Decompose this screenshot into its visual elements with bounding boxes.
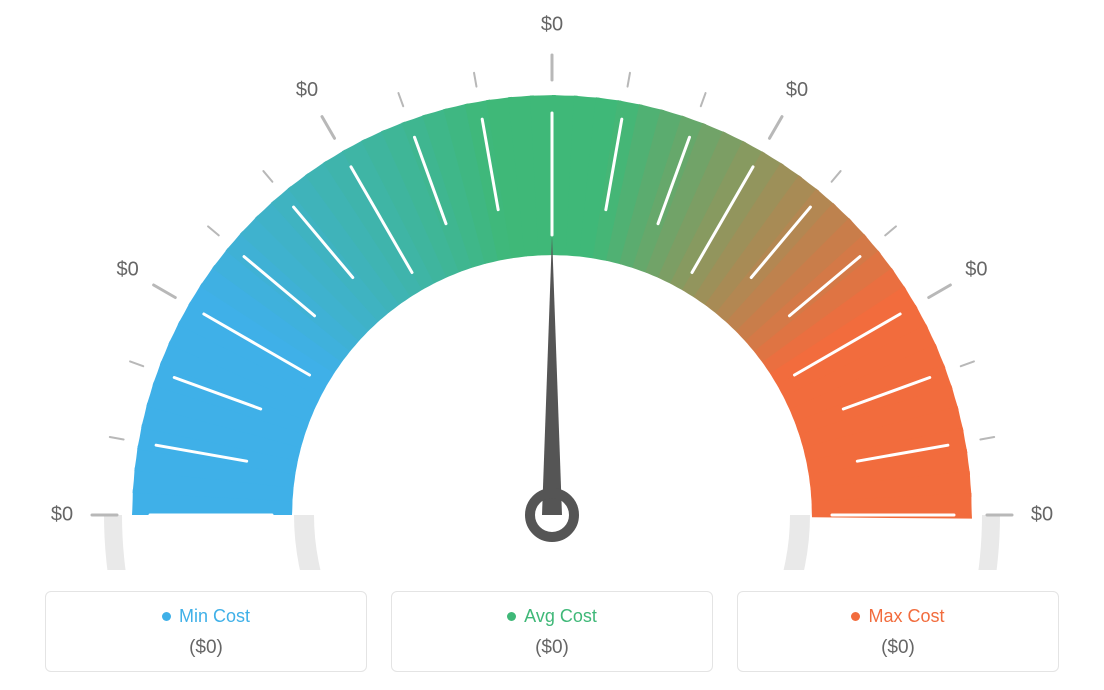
- svg-text:$0: $0: [786, 79, 808, 101]
- svg-text:$0: $0: [51, 503, 73, 525]
- legend-avg-value: ($0): [392, 637, 712, 659]
- legend-row: Min Cost ($0) Avg Cost ($0) Max Cost ($0…: [45, 591, 1059, 672]
- dot-icon: [162, 612, 171, 621]
- cost-gauge-widget: $0 $0 $0 $0 $0 $0 $0 Min Cost ($0) Avg Cost ($…: [0, 0, 1104, 690]
- svg-text:$0: $0: [965, 258, 987, 280]
- svg-text:$0: $0: [117, 258, 139, 280]
- dot-icon: [851, 612, 860, 621]
- svg-text:$0: $0: [541, 13, 563, 35]
- dot-icon: [507, 612, 516, 621]
- legend-min: Min Cost ($0): [45, 591, 367, 672]
- legend-max-label: Max Cost: [868, 606, 944, 627]
- svg-text:$0: $0: [1031, 503, 1053, 525]
- legend-avg-label: Avg Cost: [524, 606, 597, 627]
- svg-text:$0: $0: [296, 79, 318, 101]
- gauge-svg: $0 $0 $0 $0 $0 $0 $0: [42, 10, 1062, 570]
- legend-min-value: ($0): [46, 637, 366, 659]
- legend-min-label: Min Cost: [179, 606, 250, 627]
- legend-avg: Avg Cost ($0): [391, 591, 713, 672]
- legend-max-value: ($0): [738, 637, 1058, 659]
- legend-max: Max Cost ($0): [737, 591, 1059, 672]
- gauge-chart: $0 $0 $0 $0 $0 $0 $0: [42, 10, 1062, 575]
